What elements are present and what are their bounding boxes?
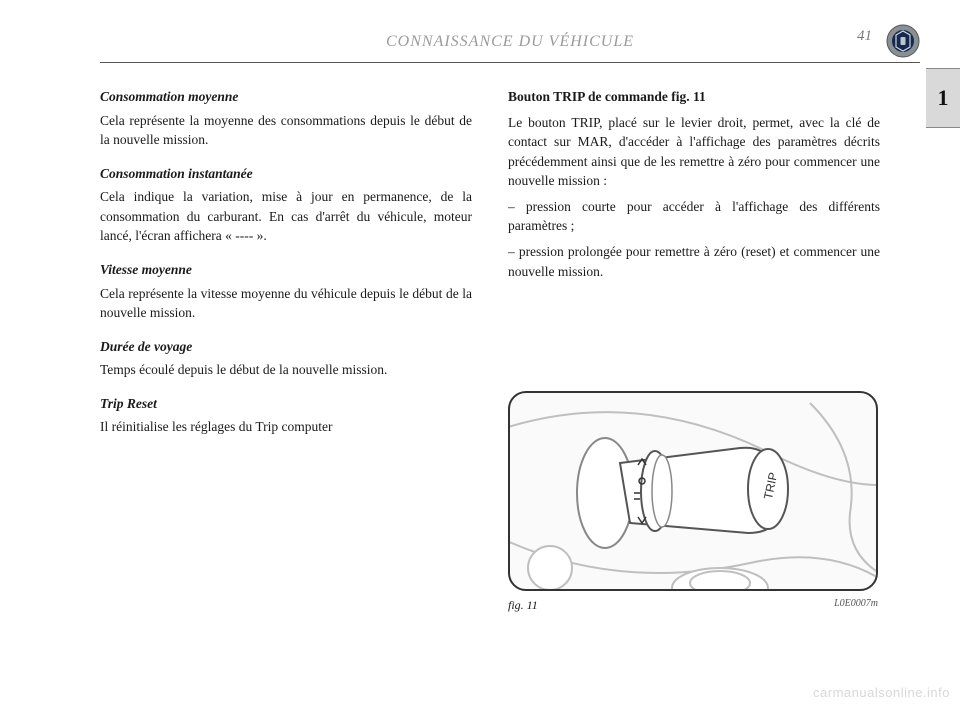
heading-bouton-trip: Bouton TRIP de commande fig. 11 — [508, 87, 880, 107]
page: CONNAISSANCE DU VÉHICULE 41 1 Consommati… — [0, 0, 960, 708]
text-bouton-trip-2: – pression courte pour accéder à l'affic… — [508, 197, 880, 236]
text-bouton-trip-1: Le bouton TRIP, placé sur le levier droi… — [508, 113, 880, 191]
figure-caption-row: fig. 11 L0E0007m — [508, 597, 878, 614]
page-number: 41 — [857, 28, 872, 45]
text-consommation-moyenne: Cela représente la moyenne des consommat… — [100, 111, 472, 150]
figure-code: L0E0007m — [834, 597, 878, 614]
text-bouton-trip-3: – pression prolongée pour remettre à zér… — [508, 242, 880, 281]
heading-consommation-moyenne: Consommation moyenne — [100, 87, 472, 107]
chapter-tab: 1 — [926, 68, 960, 128]
text-trip-reset: Il réinitialise les réglages du Trip com… — [100, 417, 472, 437]
watermark: carmanualsonline.info — [813, 685, 950, 700]
figure-trip-lever: TRIP — [508, 391, 878, 591]
text-duree-voyage: Temps écoulé depuis le début de la nouve… — [100, 360, 472, 380]
heading-trip-reset: Trip Reset — [100, 394, 472, 414]
text-vitesse-moyenne: Cela représente la vitesse moyenne du vé… — [100, 284, 472, 323]
heading-consommation-instantanee: Consommation instantanée — [100, 164, 472, 184]
header-row: CONNAISSANCE DU VÉHICULE 41 — [100, 28, 920, 56]
figure-label: fig. 11 — [508, 597, 538, 614]
content-columns: Consommation moyenne Cela représente la … — [100, 87, 880, 614]
heading-duree-voyage: Durée de voyage — [100, 337, 472, 357]
brand-logo-icon — [886, 24, 920, 58]
chapter-number: 1 — [938, 85, 949, 111]
section-title: CONNAISSANCE DU VÉHICULE — [100, 33, 920, 51]
heading-vitesse-moyenne: Vitesse moyenne — [100, 260, 472, 280]
header-divider — [100, 62, 920, 63]
left-column: Consommation moyenne Cela représente la … — [100, 87, 472, 614]
right-column: Bouton TRIP de commande fig. 11 Le bouto… — [508, 87, 880, 614]
text-consommation-instantanee: Cela indique la variation, mise à jour e… — [100, 187, 472, 246]
